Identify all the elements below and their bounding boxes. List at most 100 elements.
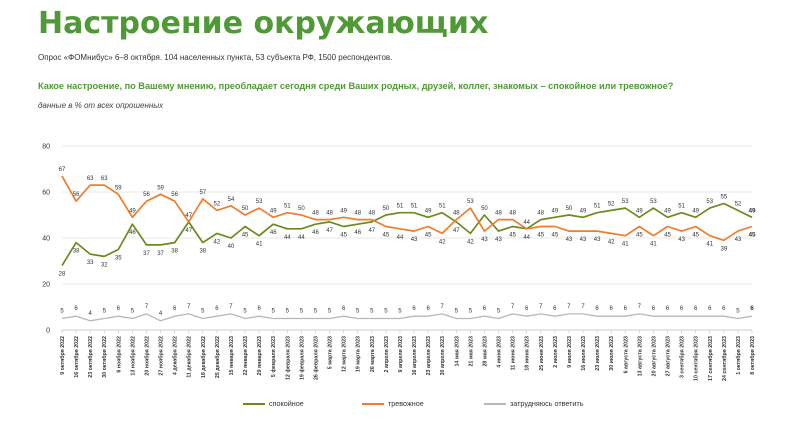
data-label-calm: 35 <box>115 256 122 262</box>
data-label-anxious: 57 <box>199 190 206 196</box>
x-tick-label: 29 января 2023 <box>257 336 263 375</box>
x-tick-label: 16 октября 2022 <box>73 336 80 378</box>
data-label-undecided: 6 <box>525 306 529 312</box>
data-label-anxious: 44 <box>523 235 530 241</box>
data-label-undecided: 6 <box>426 306 430 312</box>
legend-item-calm: спокойное <box>243 399 304 408</box>
data-label-calm: 42 <box>467 239 474 245</box>
legend-label-undecided: затрудняюсь ответить <box>510 399 584 408</box>
x-tick-label: 11 декабря 2022 <box>186 336 193 378</box>
x-tick-label: 23 октября 2022 <box>87 336 94 378</box>
data-label-anxious: 50 <box>298 206 305 212</box>
x-tick-label: 22 января 2023 <box>243 336 249 375</box>
data-label-anxious: 47 <box>185 228 192 234</box>
legend-swatch-calm <box>243 402 265 405</box>
data-label-calm: 44 <box>523 220 530 226</box>
data-label-anxious: 45 <box>552 233 559 239</box>
data-label-calm: 49 <box>692 208 699 214</box>
data-label-undecided: 6 <box>117 306 121 312</box>
x-tick-label: 15 января 2023 <box>229 336 235 375</box>
y-tick-label: 60 <box>42 190 50 197</box>
data-label-undecided: 5 <box>314 309 318 315</box>
data-label-undecided: 5 <box>60 309 64 315</box>
series-line-undecided <box>61 313 753 322</box>
data-label-anxious: 52 <box>214 201 221 207</box>
data-label-undecided: 5 <box>370 309 374 315</box>
data-label-calm: 45 <box>509 233 516 239</box>
data-label-undecided: 5 <box>300 309 304 315</box>
data-label-calm: 49 <box>664 208 671 214</box>
data-label-anxious: 42 <box>608 239 615 245</box>
x-tick-label: 23 апреля 2023 <box>426 336 432 375</box>
series-group <box>61 175 753 322</box>
data-label-undecided: 7 <box>187 304 191 310</box>
data-label-calm: 37 <box>157 251 164 257</box>
x-tick-label: 2 июля 2023 <box>553 336 559 368</box>
data-label-undecided: 5 <box>398 309 402 315</box>
data-label-anxious: 43 <box>566 237 573 243</box>
data-label-anxious: 59 <box>115 185 122 191</box>
x-tick-label: 24 сентября 2023 <box>721 336 728 381</box>
x-tick-label: 9 июля 2023 <box>567 336 573 368</box>
data-label-calm: 51 <box>439 204 446 210</box>
x-tick-label: 6 августа 2023 <box>623 336 629 373</box>
x-tick-label: 4 декабря 2022 <box>172 336 179 375</box>
data-label-undecided: 6 <box>412 306 416 312</box>
data-label-anxious: 42 <box>439 239 446 245</box>
data-label-calm: 49 <box>748 207 756 214</box>
data-label-anxious: 48 <box>495 211 502 217</box>
data-label-calm: 40 <box>228 244 235 250</box>
x-tick-label: 13 ноября 2022 <box>129 336 136 376</box>
units-note: данные в % от всех опрошенных <box>38 101 164 110</box>
data-label-undecided: 5 <box>497 309 501 315</box>
data-label-calm: 49 <box>580 208 587 214</box>
x-tick-label: 27 августа 2023 <box>666 336 672 376</box>
data-label-anxious: 39 <box>720 246 727 252</box>
data-label-calm: 32 <box>101 262 108 268</box>
legend-item-undecided: затрудняюсь ответить <box>484 399 583 408</box>
data-label-anxious: 48 <box>326 211 333 217</box>
x-tick-label: 9 октября 2022 <box>59 336 66 375</box>
data-label-undecided: 4 <box>159 311 163 317</box>
data-label-undecided: 7 <box>581 304 585 310</box>
legend-swatch-undecided <box>484 402 506 405</box>
data-label-anxious: 63 <box>101 176 108 182</box>
data-label-calm: 51 <box>411 204 418 210</box>
data-label-undecided: 6 <box>680 306 684 312</box>
data-label-anxious: 45 <box>537 233 544 239</box>
data-label-anxious: 48 <box>509 211 516 217</box>
data-label-anxious: 45 <box>748 232 756 239</box>
data-label-calm: 42 <box>214 239 221 245</box>
data-label-undecided: 5 <box>469 309 473 315</box>
x-tick-label: 30 июля 2023 <box>609 336 615 371</box>
data-label-anxious: 53 <box>256 199 263 205</box>
data-label-calm: 46 <box>312 230 319 236</box>
x-tick-label: 30 октября 2022 <box>101 336 108 378</box>
data-label-undecided: 7 <box>441 304 445 310</box>
legend-swatch-anxious <box>362 402 384 405</box>
data-label-calm: 50 <box>481 206 488 212</box>
x-tick-label: 21 мая 2023 <box>468 336 474 367</box>
x-tick-label: 12 февраля 2023 <box>284 336 291 380</box>
page-title: Настроение окружающих <box>38 6 489 41</box>
data-label-undecided: 5 <box>201 309 205 315</box>
data-label-calm: 41 <box>256 242 263 248</box>
data-label-calm: 52 <box>735 201 742 207</box>
data-label-anxious: 45 <box>692 233 699 239</box>
x-tick-label: 26 марта 2023 <box>370 336 376 372</box>
grid-lines <box>62 145 752 331</box>
legend-item-anxious: тревожное <box>362 399 424 408</box>
data-label-undecided: 6 <box>342 306 346 312</box>
data-label-anxious: 56 <box>143 192 150 198</box>
data-label-undecided: 7 <box>145 304 149 310</box>
y-tick-label: 0 <box>46 328 50 335</box>
x-tick-label: 23 июля 2023 <box>595 336 601 371</box>
data-label-calm: 50 <box>566 206 573 212</box>
x-tick-label: 25 июня 2023 <box>539 336 545 371</box>
data-label-undecided: 6 <box>694 306 698 312</box>
data-label-undecided: 6 <box>595 306 599 312</box>
data-label-anxious: 41 <box>706 242 713 248</box>
data-label-calm: 50 <box>383 206 390 212</box>
